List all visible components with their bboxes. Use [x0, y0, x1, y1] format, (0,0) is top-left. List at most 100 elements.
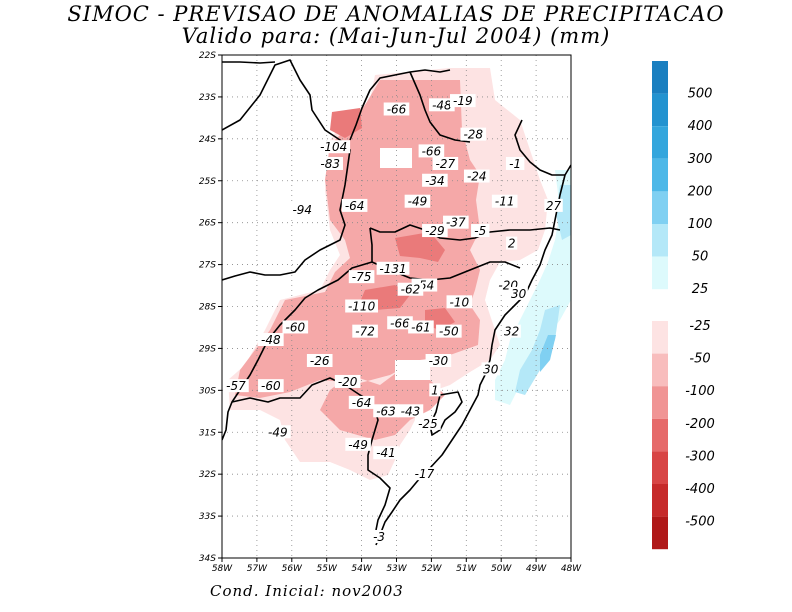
contour-label: -3 — [369, 530, 389, 544]
contour-label: 30 — [481, 362, 500, 376]
contour-label: -62 — [397, 282, 424, 297]
contour-label: -75 — [348, 270, 375, 284]
svg-text:-64: -64 — [345, 199, 365, 213]
lon-tick-label: 55W — [317, 564, 338, 574]
lat-tick-label: 33S — [199, 512, 216, 522]
contour-label: -29 — [422, 224, 448, 238]
colorbar-swatch: -25 — [652, 319, 711, 354]
contour-label: -11 — [491, 194, 518, 209]
shading-cyan-2 — [515, 305, 560, 395]
contour-label: -66 — [383, 102, 410, 116]
svg-text:50: 50 — [692, 250, 709, 265]
svg-text:-100: -100 — [685, 384, 715, 399]
svg-text:-75: -75 — [352, 270, 372, 284]
colorbar-swatch: 500 — [652, 61, 712, 102]
contour-label: -63 — [373, 404, 399, 418]
contour-label: -26 — [306, 353, 333, 368]
lat-tick-label: 32S — [199, 470, 216, 480]
svg-text:-48: -48 — [432, 98, 452, 112]
svg-text:2: 2 — [508, 237, 516, 251]
colorbar-swatch: 400 — [652, 93, 712, 134]
colorbar: 500 400 300 200 100 50 25 -25 -50 -100 -200 -300 -40… — [652, 61, 715, 550]
contour-label: -48 — [429, 98, 455, 112]
contour-label: -24 — [463, 169, 490, 184]
contour-label: -49 — [404, 194, 431, 209]
contour-label: -60 — [258, 379, 284, 393]
svg-text:30: 30 — [511, 287, 527, 301]
contour-label: 2 — [506, 236, 518, 251]
svg-text:-63: -63 — [376, 404, 396, 418]
contour-label: -66 — [418, 144, 445, 158]
contour-label: -30 — [425, 353, 452, 368]
contour-label: -72 — [352, 324, 378, 339]
parana-sc-border — [369, 224, 561, 241]
colorbar-swatch: 50 — [652, 224, 708, 265]
svg-text:-400: -400 — [685, 482, 715, 497]
svg-text:-34: -34 — [425, 174, 445, 188]
svg-text:-43: -43 — [401, 404, 421, 418]
lat-tick-label: 29S — [199, 344, 216, 354]
svg-text:-50: -50 — [689, 352, 710, 367]
svg-text:-28: -28 — [463, 128, 483, 142]
contour-label: -66 — [387, 316, 413, 330]
colorbar-swatch: -100 — [652, 384, 715, 419]
svg-text:-5: -5 — [474, 224, 486, 238]
svg-text:-110: -110 — [348, 300, 376, 314]
contour-label: -43 — [397, 404, 424, 418]
contour-labels: -66 -48 -19-28-104 -66-83 -27 -1-24-34-49 -11 2… — [223, 94, 563, 544]
colorbar-swatch: -400 — [652, 482, 715, 517]
contour-label: -57 — [223, 379, 249, 393]
svg-text:-11: -11 — [495, 195, 515, 209]
lat-tick-label: 22S — [199, 51, 216, 61]
svg-text:-20: -20 — [338, 375, 358, 389]
svg-text:-50: -50 — [439, 325, 459, 339]
svg-text:-30: -30 — [429, 354, 449, 368]
lon-tick-label: 58W — [212, 564, 233, 574]
lat-tick-label: 30S — [199, 386, 216, 396]
contour-label: -19 — [450, 94, 476, 108]
svg-text:-49: -49 — [268, 425, 288, 439]
svg-text:200: 200 — [688, 184, 713, 199]
svg-text:-66: -66 — [390, 316, 410, 330]
ms-parana-border — [222, 61, 276, 64]
svg-text:-19: -19 — [453, 94, 473, 108]
shading-pink — [235, 80, 480, 440]
svg-text:-500: -500 — [685, 515, 715, 530]
contour-label: -34 — [422, 173, 448, 188]
colorbar-swatch: -500 — [652, 515, 715, 550]
lon-tick-label: 53W — [386, 564, 407, 574]
svg-text:-26: -26 — [310, 354, 330, 368]
contour-label: -28 — [460, 128, 487, 142]
svg-text:-37: -37 — [446, 216, 466, 230]
contour-label: -49 — [345, 437, 371, 452]
lat-tick-label: 26S — [199, 219, 216, 229]
lat-tick-label: 25S — [199, 177, 216, 187]
svg-text:-10: -10 — [450, 295, 470, 309]
colorbar-swatch: -200 — [652, 417, 715, 452]
contour-label: 32 — [502, 324, 521, 339]
shading-blue — [540, 335, 556, 372]
svg-text:-60: -60 — [285, 320, 305, 334]
contour-label: -60 — [282, 320, 309, 334]
lat-tick-label: 23S — [199, 93, 216, 103]
contour-label: -37 — [443, 215, 469, 230]
svg-text:-300: -300 — [685, 449, 715, 464]
lat-tick-label: 34S — [199, 554, 216, 564]
svg-text:-49: -49 — [408, 195, 428, 209]
contour-label: -25 — [415, 416, 441, 431]
svg-text:-64: -64 — [352, 396, 372, 410]
lon-tick-label: 56W — [282, 564, 303, 574]
svg-text:-62: -62 — [401, 283, 421, 297]
svg-text:-27: -27 — [436, 157, 456, 171]
colorbar-swatch: 100 — [652, 191, 712, 232]
colorbar-swatch: 300 — [652, 126, 712, 167]
colorbar-swatch: -50 — [652, 352, 711, 387]
contour-label: -20 — [334, 374, 361, 389]
svg-text:32: 32 — [504, 325, 519, 339]
contour-label: 30 — [509, 286, 528, 301]
lat-tick-label: 24S — [199, 135, 216, 145]
contour-label: -104 — [317, 140, 351, 154]
svg-text:-72: -72 — [355, 325, 375, 339]
colorbar-swatch: 200 — [652, 158, 713, 199]
